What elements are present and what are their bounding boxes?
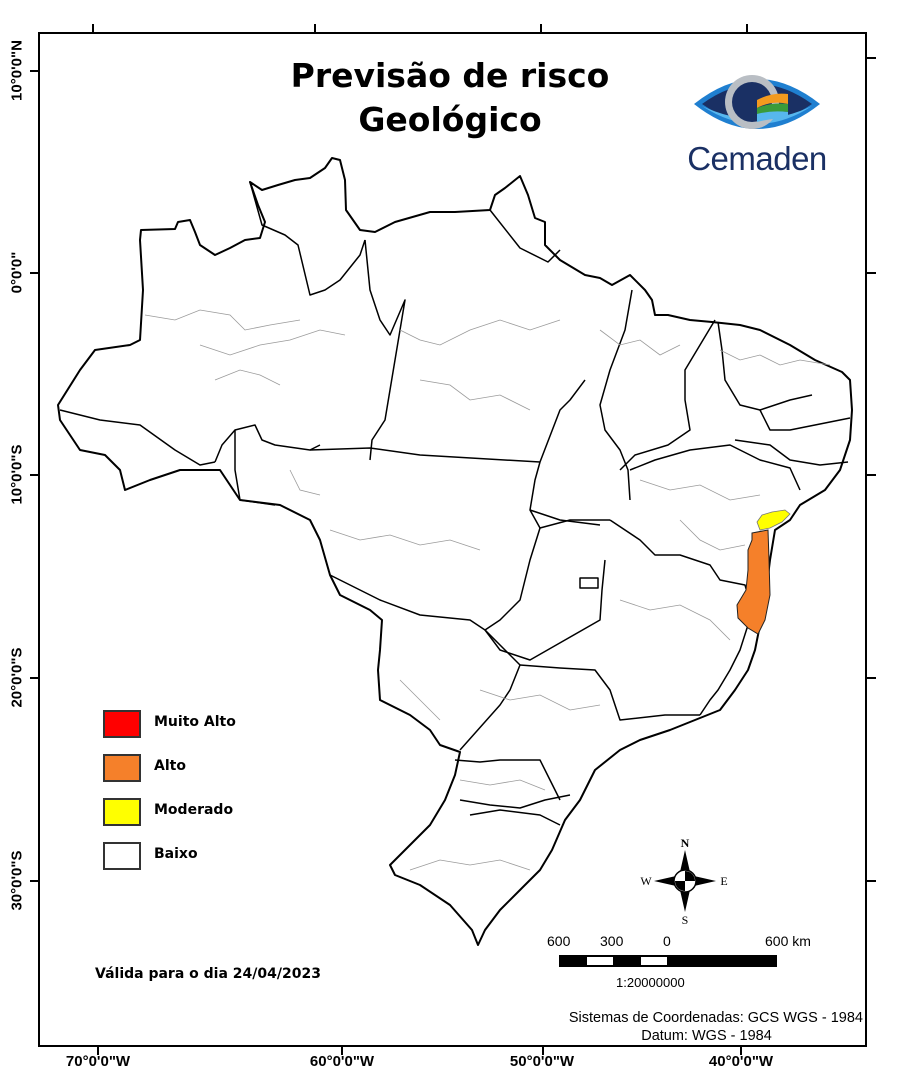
left-tick-0 — [30, 272, 39, 274]
risk-area-alto — [736, 529, 771, 635]
compass-s: S — [682, 913, 689, 927]
legend-label-alto: Alto — [154, 758, 186, 774]
title-line-1: Previsão de risco — [290, 56, 610, 95]
meso-border-14 — [459, 779, 546, 791]
compass-w: W — [640, 874, 652, 888]
cemaden-logo: Cemaden — [672, 64, 842, 184]
meso-border-3 — [214, 369, 281, 386]
right-tick-10n — [867, 57, 876, 59]
scale-bar — [559, 955, 777, 967]
legend-swatch-muito-alto — [103, 710, 141, 738]
state-border-sc-rs — [469, 809, 561, 826]
state-border-mt-ms — [329, 574, 486, 631]
meso-border-16 — [679, 519, 746, 551]
brazil-outline — [57, 157, 853, 946]
right-tick-10s — [867, 474, 876, 476]
top-tick-70w — [92, 24, 94, 33]
north-arrow-compass-icon: N S W E — [640, 836, 727, 927]
state-border-go-mg — [484, 527, 606, 661]
lon-label-40w: 40°0'0"W — [708, 1053, 774, 1070]
scale-label-600-left: 600 — [547, 933, 571, 949]
meso-border-2 — [199, 329, 346, 356]
state-border-go-df — [579, 577, 599, 589]
right-tick-30s — [867, 880, 876, 882]
right-tick-0 — [867, 272, 876, 274]
left-tick-10s — [30, 474, 39, 476]
valid-date: Válida para o dia 24/04/2023 — [95, 966, 321, 982]
state-border-to-go — [529, 509, 601, 526]
datum: Datum: WGS - 1984 — [641, 1028, 772, 1044]
bottom-tick-50w — [542, 1046, 544, 1055]
meso-border-4 — [399, 319, 561, 346]
legend-swatch-alto — [103, 754, 141, 782]
bottom-tick-40w — [740, 1046, 742, 1055]
coordinate-system-info: Sistemas de Coordenadas: GCS WGS - 1984 … — [480, 1009, 863, 1045]
top-tick-40w — [746, 24, 748, 33]
lon-label-50w: 50°0'0"W — [509, 1053, 575, 1070]
left-tick-20s — [30, 677, 39, 679]
meso-border-1 — [144, 309, 301, 331]
bottom-tick-60w — [341, 1046, 343, 1055]
map-title: Previsão de risco Geológico — [230, 54, 670, 142]
state-border-pi-ce — [619, 319, 716, 471]
meso-border-6 — [599, 329, 681, 356]
state-border-mg-es-rj — [699, 624, 749, 716]
meso-border-10 — [479, 689, 601, 711]
scale-label-300: 300 — [600, 933, 624, 949]
state-border-pa-to — [529, 379, 610, 529]
state-border-pr-sc — [459, 794, 571, 809]
top-tick-60w — [314, 24, 316, 33]
meso-border-12 — [399, 679, 441, 721]
state-border-ce-rn — [717, 321, 813, 411]
state-border-pe-al — [734, 439, 849, 466]
meso-border-15 — [289, 469, 321, 496]
left-tick-30s — [30, 880, 39, 882]
legend-label-muito-alto: Muito Alto — [154, 714, 236, 730]
scale-ratio: 1:20000000 — [616, 975, 685, 990]
right-tick-20s — [867, 677, 876, 679]
meso-border-8 — [639, 479, 761, 501]
state-border-ma-pi — [599, 289, 633, 501]
state-border-ba-mg — [609, 519, 753, 611]
state-border-ms-sp — [459, 629, 521, 751]
legend-label-moderado: Moderado — [154, 802, 234, 818]
left-tick-10n — [30, 70, 39, 72]
state-border-mg-sp — [519, 664, 700, 721]
state-border-pb-pe — [759, 409, 851, 431]
lon-label-70w: 70°0'0"W — [65, 1053, 131, 1070]
state-border-pa-ap — [489, 209, 561, 263]
legend-label-baixo: Baixo — [154, 846, 198, 862]
state-border-am-pa — [364, 239, 406, 461]
meso-border-7 — [719, 349, 831, 366]
meso-border-5 — [419, 379, 531, 411]
state-border-am-ro — [214, 424, 321, 463]
meso-border-9 — [619, 599, 731, 641]
state-border-ba-north — [629, 444, 801, 491]
scale-label-0: 0 — [663, 933, 671, 949]
meso-border-13 — [409, 859, 531, 871]
state-border-ro-mt — [234, 430, 276, 506]
compass-n: N — [681, 836, 690, 850]
scale-segment-white-2 — [641, 957, 667, 965]
top-tick-50w — [540, 24, 542, 33]
compass-e: E — [720, 874, 727, 888]
cemaden-eye-logo-icon — [694, 75, 820, 129]
scale-segment-white-1 — [587, 957, 613, 965]
state-border-rr — [249, 181, 366, 296]
coordinate-system: Sistemas de Coordenadas: GCS WGS - 1984 — [568, 1010, 863, 1026]
legend-swatch-baixo — [103, 842, 141, 870]
meso-border-11 — [329, 529, 481, 551]
title-line-2: Geológico — [358, 100, 542, 139]
state-border-ac-am — [59, 409, 216, 466]
scale-label-600-right: 600 km — [765, 933, 811, 949]
state-border-mt-north — [309, 447, 541, 463]
bottom-tick-70w — [97, 1046, 99, 1055]
risk-area-moderado — [756, 509, 791, 531]
logo-text: Cemaden — [687, 140, 827, 177]
legend-swatch-moderado — [103, 798, 141, 826]
lon-label-60w: 60°0'0"W — [309, 1053, 375, 1070]
state-border-sp-pr — [454, 759, 561, 801]
